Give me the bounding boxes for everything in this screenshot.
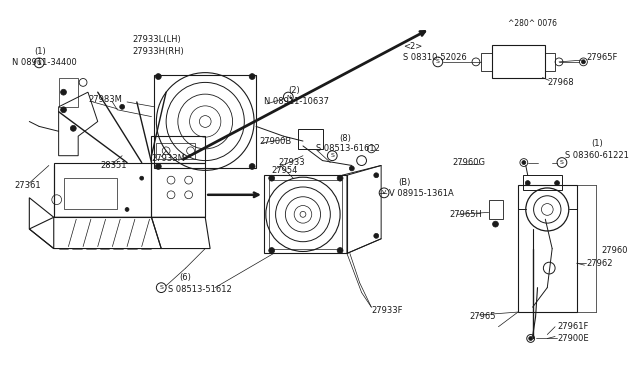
Text: <2>: <2> <box>404 42 423 51</box>
Text: 27961F: 27961F <box>557 322 588 331</box>
Text: N 08911-34400: N 08911-34400 <box>12 58 76 67</box>
Text: V 08915-1361A: V 08915-1361A <box>389 189 454 198</box>
Circle shape <box>522 161 526 164</box>
Text: 27933H(RH): 27933H(RH) <box>132 46 184 56</box>
Circle shape <box>140 176 143 180</box>
Text: 27954: 27954 <box>272 166 298 175</box>
Text: 27962: 27962 <box>586 259 613 268</box>
Text: S: S <box>330 153 334 158</box>
Circle shape <box>582 60 586 64</box>
Text: 27361: 27361 <box>15 180 42 189</box>
Text: V: V <box>382 190 386 195</box>
Text: ^280^ 0076: ^280^ 0076 <box>508 19 557 28</box>
Text: 27900E: 27900E <box>557 334 589 343</box>
Text: 27965H: 27965H <box>449 210 483 219</box>
Text: (1): (1) <box>34 46 46 56</box>
Text: S: S <box>436 60 440 64</box>
Circle shape <box>156 74 161 80</box>
Text: 27965F: 27965F <box>586 54 618 62</box>
Text: 27960: 27960 <box>601 246 628 255</box>
Text: S 08360-61221: S 08360-61221 <box>565 151 628 160</box>
Text: 27933L(LH): 27933L(LH) <box>132 35 180 44</box>
Text: N 08911-10637: N 08911-10637 <box>264 97 329 106</box>
Circle shape <box>349 166 355 171</box>
Text: 27933: 27933 <box>278 158 305 167</box>
Text: S: S <box>560 160 564 165</box>
Text: S 08310-52026: S 08310-52026 <box>403 54 467 62</box>
Text: 27968: 27968 <box>547 78 574 87</box>
Circle shape <box>61 89 67 95</box>
Text: S: S <box>159 285 163 290</box>
Circle shape <box>525 181 530 186</box>
Circle shape <box>529 337 532 340</box>
Circle shape <box>555 181 559 186</box>
Text: 27960G: 27960G <box>452 158 486 167</box>
Circle shape <box>156 164 161 169</box>
Text: 27983M: 27983M <box>88 96 122 105</box>
Text: 27900B: 27900B <box>259 137 291 145</box>
Text: (B): (B) <box>399 177 411 187</box>
Circle shape <box>61 107 67 113</box>
Circle shape <box>493 221 499 227</box>
Circle shape <box>337 175 343 181</box>
Circle shape <box>269 175 275 181</box>
Text: (8): (8) <box>339 134 351 142</box>
Text: N: N <box>36 60 42 65</box>
Circle shape <box>70 125 76 131</box>
Text: 27933F: 27933F <box>371 306 403 315</box>
Circle shape <box>374 173 379 178</box>
Circle shape <box>374 233 379 238</box>
Circle shape <box>125 208 129 211</box>
Circle shape <box>249 164 255 169</box>
Text: 28351: 28351 <box>100 161 127 170</box>
Circle shape <box>249 74 255 80</box>
Circle shape <box>269 248 275 253</box>
Text: (2): (2) <box>288 86 300 95</box>
Text: 27965: 27965 <box>469 312 495 321</box>
Text: 27933M: 27933M <box>152 154 186 163</box>
Text: (6): (6) <box>179 273 191 282</box>
Circle shape <box>120 105 125 109</box>
Text: N: N <box>286 94 291 100</box>
Text: S 08513-61612: S 08513-61612 <box>316 144 380 153</box>
Circle shape <box>337 248 343 253</box>
Text: S 08513-51612: S 08513-51612 <box>168 285 232 294</box>
Text: (1): (1) <box>591 140 603 148</box>
